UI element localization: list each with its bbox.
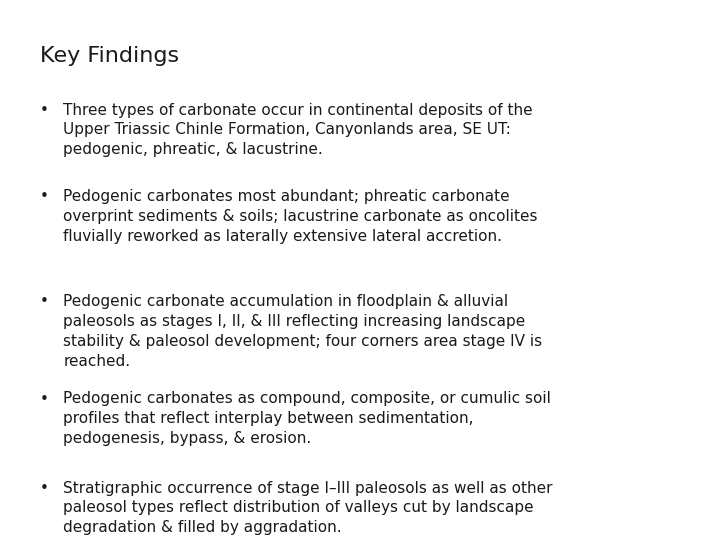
Text: •: •	[40, 294, 48, 309]
Text: Stratigraphic occurrence of stage I–III paleosols as well as other
paleosol type: Stratigraphic occurrence of stage I–III …	[63, 481, 553, 535]
Text: •: •	[40, 189, 48, 204]
Text: Pedogenic carbonates as compound, composite, or cumulic soil
profiles that refle: Pedogenic carbonates as compound, compos…	[63, 392, 552, 446]
Text: Key Findings: Key Findings	[40, 46, 179, 66]
Text: Three types of carbonate occur in continental deposits of the
Upper Triassic Chi: Three types of carbonate occur in contin…	[63, 103, 533, 157]
Text: Pedogenic carbonates most abundant; phreatic carbonate
overprint sediments & soi: Pedogenic carbonates most abundant; phre…	[63, 189, 538, 244]
Text: Pedogenic carbonate accumulation in floodplain & alluvial
paleosols as stages I,: Pedogenic carbonate accumulation in floo…	[63, 294, 542, 369]
Text: •: •	[40, 481, 48, 496]
Text: •: •	[40, 392, 48, 407]
Text: •: •	[40, 103, 48, 118]
